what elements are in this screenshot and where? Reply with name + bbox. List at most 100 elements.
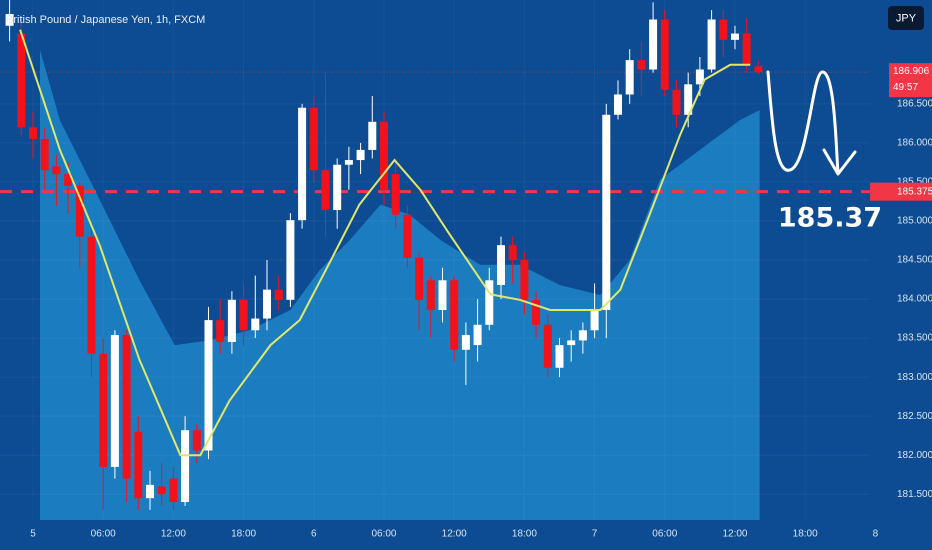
candle-body	[391, 174, 400, 215]
candle-body	[613, 94, 622, 115]
candle-body	[344, 160, 353, 165]
candle-body	[333, 164, 342, 211]
candle-body	[508, 245, 517, 260]
candle-body	[298, 107, 307, 221]
candle-body	[730, 33, 739, 40]
candle-body	[415, 257, 424, 300]
candle-body	[590, 309, 599, 331]
candle-body	[742, 33, 751, 65]
candle-body	[578, 330, 587, 341]
overlay: 181.500 182.000 182.500 183.000 183.500 184.0…	[30, 63, 932, 540]
y-tick-label: 184.000	[897, 294, 932, 305]
candle-body	[555, 345, 564, 368]
candle-body	[567, 340, 576, 346]
y-tick-label: 186.500	[897, 98, 932, 109]
candle-body	[368, 121, 377, 150]
last-price-label: 186.906	[893, 66, 930, 77]
candle-body	[684, 84, 693, 115]
candle-body	[286, 220, 295, 300]
candle-body	[309, 107, 318, 171]
candle-body	[28, 127, 37, 139]
candle-body	[5, 14, 14, 26]
countdown: 49:57	[893, 82, 918, 93]
candle-body	[169, 478, 178, 503]
candle-body	[485, 280, 494, 325]
y-tick-label: 185.500	[897, 177, 932, 188]
candle-body	[227, 299, 236, 342]
plot-area	[0, 0, 870, 520]
x-tick-label: 18:00	[793, 529, 818, 540]
candle-body	[356, 149, 365, 161]
candle-body	[438, 280, 447, 310]
candle-body	[216, 320, 225, 342]
x-tick-label: 5	[30, 529, 36, 540]
candle-body	[649, 19, 658, 70]
candle-body	[99, 353, 108, 467]
x-tick-label: 12:00	[722, 529, 747, 540]
candle-body	[625, 60, 634, 95]
x-tick-label: 18:00	[231, 529, 256, 540]
y-tick-label: 186.000	[897, 138, 932, 149]
x-tick-label: 8	[873, 529, 879, 540]
candle-body	[660, 19, 669, 90]
y-tick-label: 183.000	[897, 372, 932, 383]
candle-body	[450, 280, 459, 350]
candle-body	[52, 166, 61, 175]
candle-body	[274, 289, 283, 300]
y-tick-label: 181.500	[897, 489, 932, 500]
candle-body	[192, 430, 201, 451]
y-tick-label: 185.000	[897, 216, 932, 227]
candle-body	[251, 318, 260, 331]
x-tick-label: 12:00	[161, 529, 186, 540]
candle-body	[110, 334, 119, 467]
candle-body	[754, 66, 763, 73]
candle-body	[87, 236, 96, 354]
candle-body	[473, 324, 482, 346]
candle-body	[496, 245, 505, 285]
candle-body	[122, 334, 131, 479]
candle-body	[75, 185, 84, 237]
level-label: 185.375	[897, 186, 932, 197]
candle-body	[262, 289, 271, 319]
currency-label[interactable]: JPY	[896, 12, 917, 24]
candle-body	[520, 260, 529, 300]
x-tick-label: 06:00	[91, 529, 116, 540]
candle-body	[157, 486, 166, 495]
candle-body	[637, 60, 646, 70]
x-tick-label: 7	[592, 529, 598, 540]
chart-title: British Pound / Japanese Yen, 1h, FXCM	[6, 14, 205, 26]
moving-average	[19, 29, 751, 457]
candle-body	[695, 69, 704, 85]
candle-body	[145, 484, 154, 499]
hand-drawn-arrow	[766, 70, 840, 174]
level-tag	[870, 182, 932, 201]
candle-body	[719, 19, 728, 40]
y-tick-label: 184.500	[897, 255, 932, 266]
arrow-head	[822, 148, 857, 176]
last-price-tag	[889, 63, 932, 98]
candle-body	[239, 299, 248, 331]
annotation: 185.37	[778, 203, 882, 234]
candle-body	[379, 121, 388, 190]
candle-body	[532, 299, 541, 325]
candle-body	[403, 214, 412, 258]
y-tick-label: 182.500	[897, 411, 932, 422]
x-tick-label: 6	[311, 529, 317, 540]
x-tick-label: 06:00	[371, 529, 396, 540]
y-tick-label: 182.000	[897, 450, 932, 461]
x-tick-label: 06:00	[652, 529, 677, 540]
candle-body	[134, 431, 143, 499]
currency-button[interactable]	[888, 6, 924, 30]
x-tick-label: 12:00	[442, 529, 467, 540]
band-area	[40, 50, 760, 520]
candle-body	[321, 170, 330, 211]
x-tick-label: 18:00	[512, 529, 537, 540]
candle-body	[204, 320, 213, 451]
candle-body	[543, 324, 552, 368]
candle-body	[426, 280, 435, 310]
candle-body	[17, 33, 26, 128]
candle-body	[461, 334, 470, 350]
candle-body	[602, 114, 611, 310]
